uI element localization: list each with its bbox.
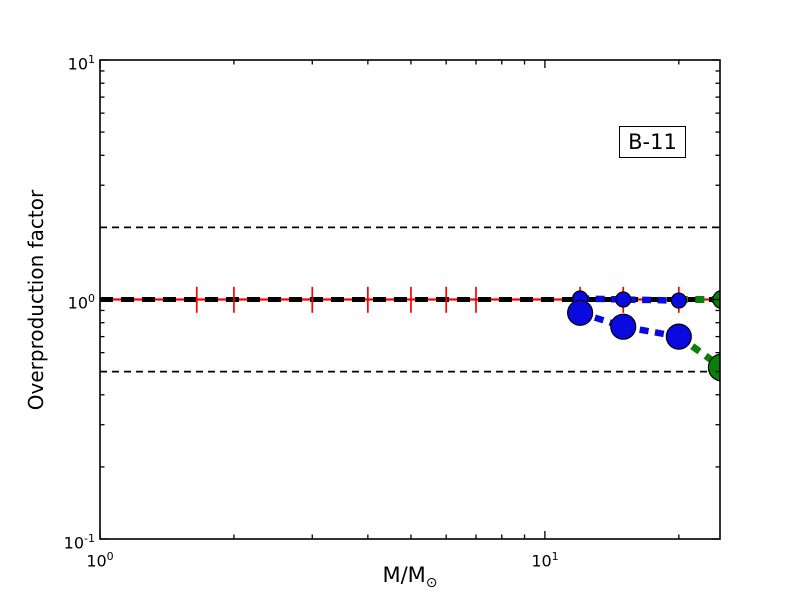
y-tick-base: 10 xyxy=(63,533,85,553)
x-tick-exponent: 0 xyxy=(106,550,114,563)
y-tick-exponent: -1 xyxy=(84,532,95,545)
y-tick-label-10e1: 101 xyxy=(45,49,95,75)
y-tick-exponent: 1 xyxy=(88,53,95,66)
isotope-annotation-box: B-11 xyxy=(619,126,686,158)
y-tick-exponent: 0 xyxy=(88,292,95,305)
x-tick-exponent: 1 xyxy=(551,550,559,563)
sun-symbol-icon: ⊙ xyxy=(425,575,438,592)
isotope-annotation-label: B-11 xyxy=(628,130,677,154)
x-tick-base: 10 xyxy=(86,551,107,571)
x-tick-label-10e1: 101 xyxy=(515,546,575,572)
y-tick-label-10e0: 100 xyxy=(45,288,95,314)
y-tick-base: 10 xyxy=(67,54,88,74)
y-tick-base: 10 xyxy=(67,293,88,313)
x-axis-label-main: M/M xyxy=(382,563,426,587)
y-tick-label-10e-1: 10-1 xyxy=(45,528,95,554)
x-tick-label-10e0: 100 xyxy=(70,546,130,572)
x-axis-label: M/M⊙ xyxy=(260,563,560,591)
x-tick-base: 10 xyxy=(531,551,552,571)
y-axis-label: Overproduction factor xyxy=(24,189,48,411)
